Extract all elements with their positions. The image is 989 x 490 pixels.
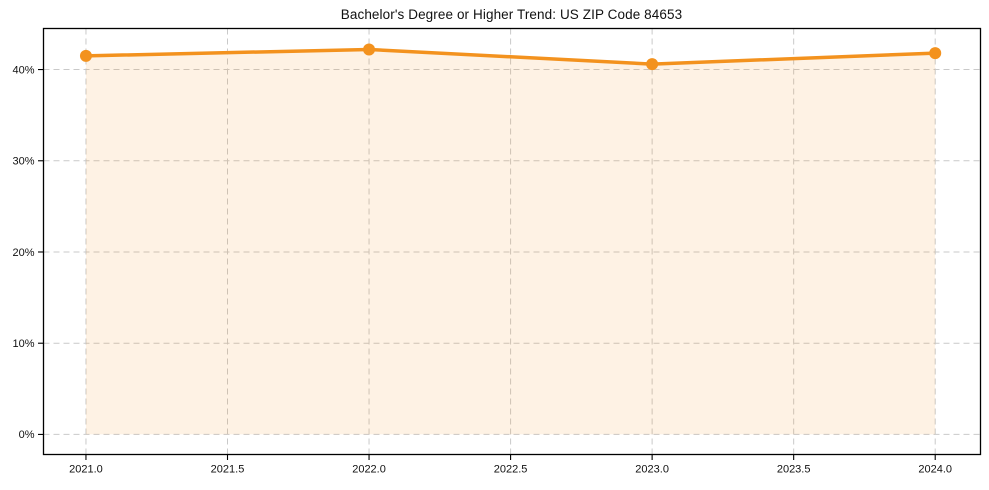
axes-frame [42,27,982,456]
data-point [79,49,92,62]
y-tick-label: 10% [12,338,34,350]
x-tick-label: 2022.0 [352,464,386,476]
y-tick-label: 20% [12,247,34,259]
x-tick-label: 2021.5 [211,464,245,476]
y-tick-label: 0% [19,429,35,441]
x-tick-label: 2021.0 [69,464,103,476]
x-tick-label: 2023.5 [777,464,811,476]
data-point [929,47,942,60]
x-tick-label: 2022.5 [494,464,528,476]
y-tick-label: 30% [12,156,34,168]
data-point [363,43,376,56]
data-point [646,58,659,71]
y-tick-label: 40% [12,64,34,76]
x-tick-label: 2023.0 [635,464,669,476]
x-tick-label: 2024.0 [918,464,952,476]
trend-line [84,47,937,66]
area-fill [85,49,936,435]
